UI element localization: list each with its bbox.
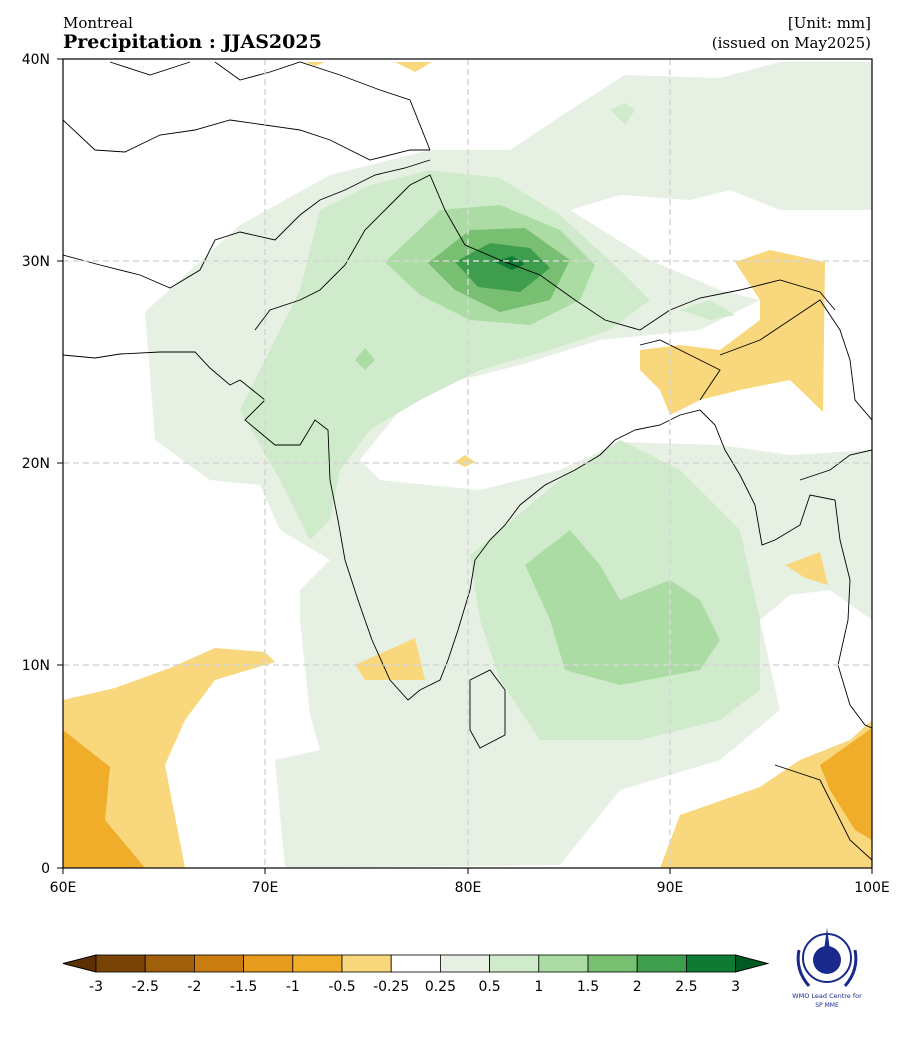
colorbar-segment [390,954,441,973]
colorbar-segment [636,954,687,973]
wmo-logo: WMO Lead Centre for SP MME [785,920,873,1012]
axis-ticks [57,58,873,874]
colorbar-label: -1.5 [230,979,257,995]
colorbar-segment [144,954,195,973]
colorbar-segment [193,954,244,973]
y-tick-label: 0 [41,861,50,877]
colorbar-label: 3 [731,979,740,995]
colorbar-segment [489,954,540,973]
y-tick-label: 40N [22,52,50,68]
x-tick-label: 100E [854,880,890,896]
colorbar-label: -2 [187,979,201,995]
colorbar-segment [341,954,392,973]
logo-text-line1: WMO Lead Centre for [792,992,862,1000]
colorbar-label: 0.5 [478,979,500,995]
colorbar-segment [95,954,146,973]
colorbar-label: 0.25 [425,979,456,995]
unit-label: [Unit: mm] [787,14,871,32]
colorbar-segment [587,954,638,973]
colorbar: -3 -2.5 -2 -1.5 -1 -0.5 -0.25 0.25 0.5 1 1.5 2 2.5 3 [62,954,770,995]
colorbar-label: 2 [633,979,642,995]
x-tick-label: 70E [252,880,279,896]
x-tick-label: 80E [455,880,482,896]
colorbar-label: 1.5 [577,979,599,995]
colorbar-label: 2.5 [675,979,697,995]
colorbar-label: -0.5 [328,979,355,995]
y-tick-label: 20N [22,456,50,472]
logo-text-line2: SP MME [815,1002,839,1009]
gridlines [63,59,872,868]
wmo-emblem-icon: WMO Lead Centre for SP MME [792,928,862,1009]
x-tick-label: 60E [50,880,77,896]
colorbar-label: 1 [534,979,543,995]
location-label: Montreal [63,14,133,32]
colorbar-label: -3 [89,979,103,995]
colorbar-segment [292,954,343,973]
colorbar-segment [686,954,737,973]
colorbar-label: -1 [286,979,300,995]
x-tick-label: 90E [657,880,684,896]
colorbar-label: -0.25 [373,979,409,995]
colorbar-over-arrow [735,954,770,973]
y-tick-label: 30N [22,254,50,270]
colorbar-label: -2.5 [132,979,159,995]
colorbar-under-arrow [62,954,97,973]
y-tick-label: 10N [22,658,50,674]
coastlines [63,61,872,861]
map-title: Precipitation : JJAS2025 [63,31,322,53]
colorbar-segment [243,954,294,973]
colorbar-segment [538,954,589,973]
issued-label: (issued on May2025) [711,34,871,52]
anomaly-shading [63,59,872,868]
colorbar-segment [439,954,490,973]
